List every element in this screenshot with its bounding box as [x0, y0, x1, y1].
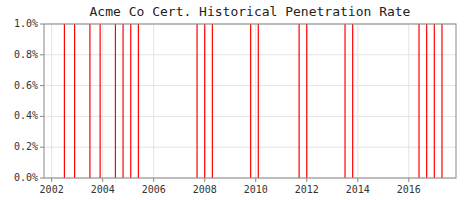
event-line — [138, 24, 139, 178]
event-line — [100, 24, 101, 178]
event-line — [306, 24, 307, 178]
y-tick-label: 0.0% — [14, 172, 38, 183]
x-tick-label: 2014 — [346, 184, 370, 195]
event-line — [418, 24, 419, 178]
plot-frame — [44, 24, 456, 178]
y-tick-label: 1.0% — [14, 18, 38, 29]
x-tick — [306, 178, 307, 182]
y-grid-line — [44, 85, 456, 86]
event-line — [74, 24, 75, 178]
event-line — [115, 24, 116, 178]
y-tick — [40, 147, 44, 148]
chart: 0.0% 0.2% 0.4% 0.6% 0.8% 1.0% 2002 2004 2006 2008… — [0, 0, 468, 200]
y-tick — [40, 24, 44, 25]
y-tick-label: 0.2% — [14, 141, 38, 152]
x-grid-line — [51, 24, 52, 178]
event-line — [352, 24, 353, 178]
x-tick-label: 2004 — [91, 184, 115, 195]
x-grid-line — [408, 24, 409, 178]
x-tick — [204, 178, 205, 182]
event-line — [258, 24, 259, 178]
x-tick — [255, 178, 256, 182]
event-line — [212, 24, 213, 178]
grid — [44, 24, 456, 178]
x-grid-line — [102, 24, 103, 178]
event-line — [196, 24, 197, 178]
plot-area — [44, 24, 456, 178]
y-tick — [40, 54, 44, 55]
x-tick-label: 2008 — [193, 184, 217, 195]
event-line — [89, 24, 90, 178]
y-tick-label: 0.6% — [14, 80, 38, 91]
event-line — [434, 24, 435, 178]
y-tick — [40, 178, 44, 179]
event-line — [122, 24, 123, 178]
x-axis: 2002 2004 2006 2008 2010 2012 2014 2016 — [40, 178, 421, 195]
title: Acme Co Cert. Historical Penetration Rat… — [90, 4, 411, 19]
x-grid-line — [153, 24, 154, 178]
x-tick-label: 2016 — [397, 184, 421, 195]
x-tick — [408, 178, 409, 182]
event-line — [204, 24, 205, 178]
y-grid-line — [44, 116, 456, 117]
y-grid-line — [44, 147, 456, 148]
marks — [64, 24, 442, 178]
y-grid-line — [44, 54, 456, 55]
y-tick-label: 0.4% — [14, 110, 38, 121]
y-axis: 0.0% 0.2% 0.4% 0.6% 0.8% 1.0% — [14, 18, 44, 183]
x-grid-line — [255, 24, 256, 178]
x-tick — [102, 178, 103, 182]
event-line — [250, 24, 251, 178]
event-line — [426, 24, 427, 178]
x-tick — [357, 178, 358, 182]
x-grid-line — [204, 24, 205, 178]
x-tick-label: 2012 — [295, 184, 319, 195]
x-tick — [153, 178, 154, 182]
event-line — [344, 24, 345, 178]
x-grid-line — [357, 24, 358, 178]
event-line — [130, 24, 131, 178]
x-tick-label: 2006 — [142, 184, 166, 195]
x-tick — [51, 178, 52, 182]
y-tick-label: 0.8% — [14, 49, 38, 60]
x-tick-label: 2002 — [40, 184, 64, 195]
y-tick — [40, 116, 44, 117]
event-line — [299, 24, 300, 178]
event-line — [441, 24, 442, 178]
event-line — [64, 24, 65, 178]
y-tick — [40, 85, 44, 86]
x-grid-line — [306, 24, 307, 178]
x-tick-label: 2010 — [244, 184, 268, 195]
